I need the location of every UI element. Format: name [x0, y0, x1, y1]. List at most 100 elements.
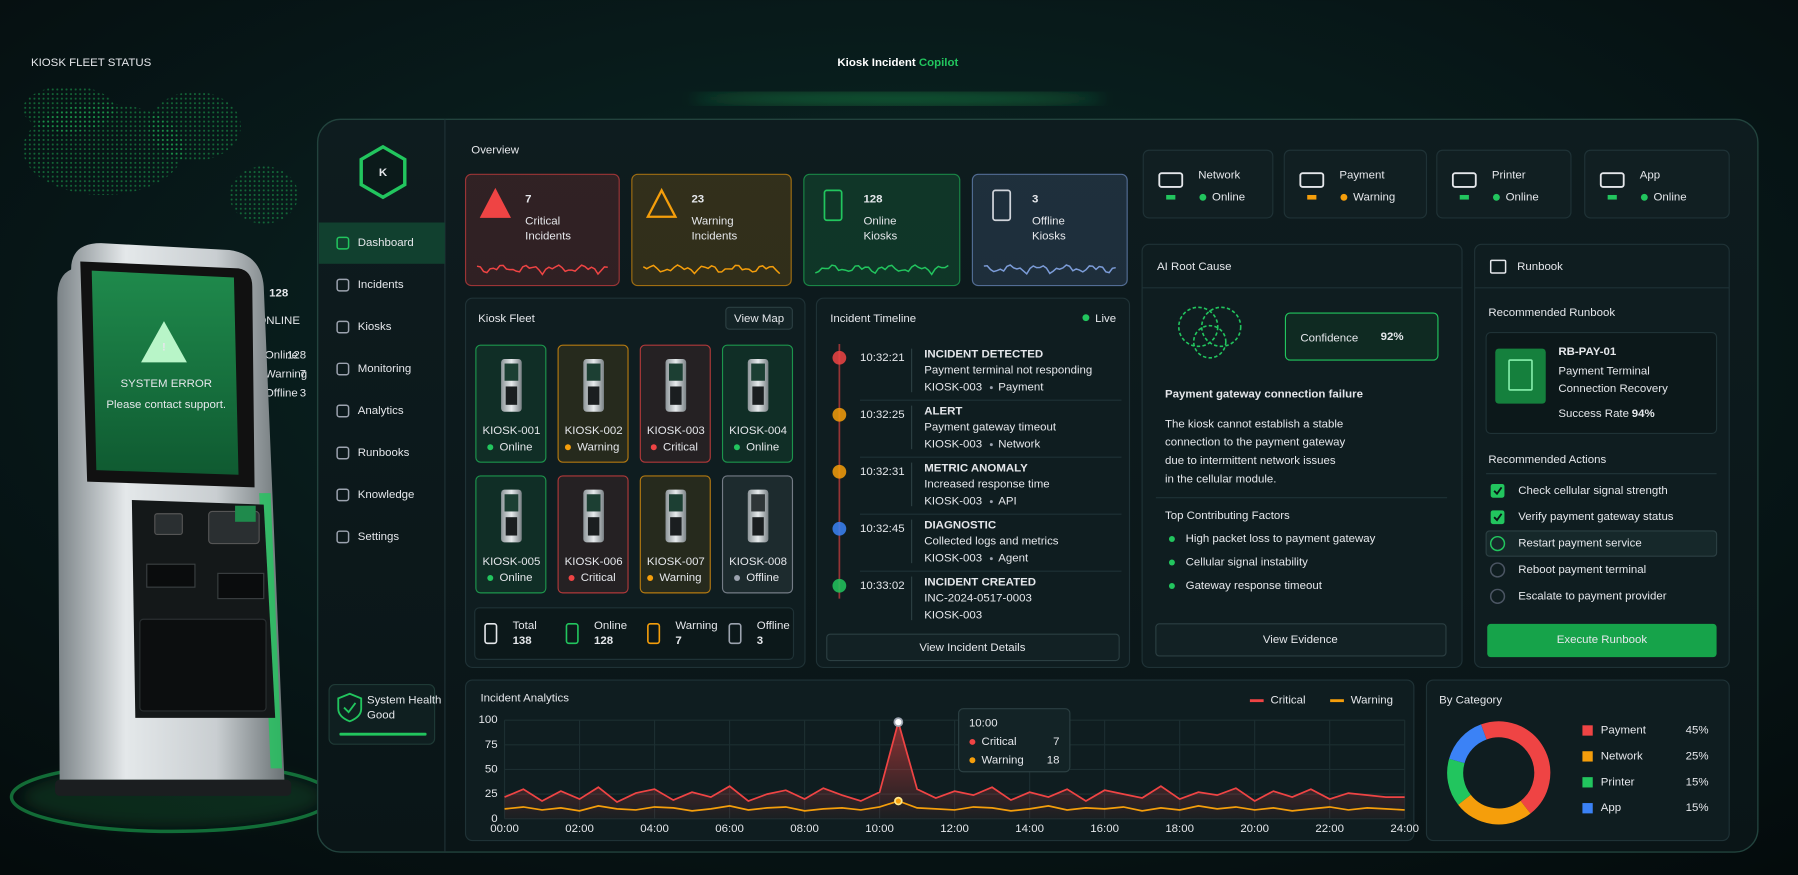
nav-item[interactable]: Incidents [336, 278, 404, 292]
nav-icon [336, 236, 350, 250]
runbook-name: Connection Recovery [1558, 383, 1668, 395]
kiosk-cell[interactable]: KIOSK-004 Online [721, 344, 794, 463]
view-details-button[interactable]: View Incident Details [826, 633, 1120, 662]
legend-label: Network [1601, 750, 1643, 762]
root-cause-body: in the cellular module. [1165, 473, 1276, 485]
mini-kiosk-panel [505, 517, 518, 536]
service-icon [1158, 172, 1184, 188]
screen-title: SYSTEM ERROR [120, 378, 212, 390]
x-tick-label: 22:00 [1315, 823, 1344, 835]
kpi-card-bg [631, 173, 792, 287]
summary-icon [484, 623, 498, 645]
legend-value: 7 [300, 368, 306, 380]
runbook-icon [1489, 259, 1507, 274]
warning-icon [141, 321, 187, 363]
event-time: 10:32:25 [860, 409, 905, 421]
kiosk-status: Online [746, 441, 779, 453]
service-card-bg [1142, 149, 1274, 219]
factor-dot [1168, 583, 1175, 589]
root-cause-title: AI Root Cause [1157, 261, 1231, 273]
tooltip-name: Critical [982, 736, 1017, 748]
nav-item[interactable]: Settings [336, 530, 400, 544]
x-tick-label: 16:00 [1090, 823, 1119, 835]
fleet-panel [464, 297, 806, 668]
action-item[interactable]: Check cellular signal strength [1490, 483, 1668, 498]
nav-item[interactable]: Monitoring [336, 362, 411, 376]
kiosk-cell[interactable]: KIOSK-006 Critical [557, 475, 629, 594]
legend-value: 128 [287, 350, 306, 362]
kpi-icon [645, 187, 678, 218]
service-card[interactable]: Printer Online [1436, 149, 1572, 219]
kiosk-cell[interactable]: KIOSK-007 Warning [639, 475, 711, 594]
nav-label: Settings [358, 531, 400, 543]
factor-dot [1168, 559, 1175, 566]
event-meta: Payment [998, 382, 1044, 394]
title-accent: Copilot [919, 57, 959, 69]
meta-separator [989, 386, 993, 390]
kiosk-id: KIOSK-008 [729, 556, 787, 568]
legend-value: 3 [300, 387, 306, 399]
nav-icon [336, 278, 350, 292]
nav-item[interactable]: Dashboard [318, 222, 445, 264]
service-card[interactable]: Payment Warning [1283, 149, 1428, 219]
world-map-dots [149, 91, 241, 161]
execute-button[interactable]: Execute Runbook [1487, 623, 1717, 658]
cabinet [139, 618, 267, 712]
kiosk-cell[interactable]: KIOSK-008 Offline [721, 475, 794, 594]
nav-item[interactable]: Runbooks [336, 446, 410, 460]
kpi-sparkline [476, 264, 608, 276]
factor-text: Gateway response timeout [1186, 580, 1323, 592]
kiosk-cell[interactable]: KIOSK-002 Warning [557, 344, 629, 463]
legend-label: Warning [1351, 695, 1393, 707]
summary-value: 7 [675, 635, 681, 647]
nav-item[interactable]: Knowledge [336, 488, 414, 502]
tooltip [958, 708, 1071, 773]
summary-label: Total [513, 620, 537, 632]
action-current-bg [1485, 530, 1718, 557]
donut-segment [1481, 721, 1551, 814]
kiosk-cell[interactable]: KIOSK-005 Online [475, 475, 547, 594]
kiosk-status: Critical [581, 572, 616, 584]
kiosk-cell[interactable]: KIOSK-001 Online [475, 344, 547, 463]
event-meta: KIOSK-003 [924, 439, 982, 451]
kiosk-status: Warning [659, 572, 701, 584]
mini-kiosk-panel [505, 386, 518, 405]
x-tick-label: 10:00 [865, 823, 894, 835]
kiosk-base [55, 779, 292, 796]
tooltip-dot [969, 738, 976, 745]
online-count: 128 [269, 288, 289, 300]
mini-kiosk-panel [752, 517, 764, 536]
action-check [1493, 486, 1503, 496]
kiosk-status: Online [499, 572, 532, 584]
highlight-point [893, 717, 904, 728]
printer-slot [217, 572, 265, 600]
nav-item[interactable]: Analytics [336, 404, 404, 418]
nav-item[interactable]: Kiosks [336, 320, 392, 334]
kiosk-status: Offline [746, 572, 779, 584]
service-card[interactable]: Network Online [1142, 149, 1274, 219]
event-meta: API [998, 496, 1016, 508]
kpi-card-bg [803, 173, 961, 287]
success-label: Success Rate [1558, 408, 1629, 420]
health-card [328, 684, 436, 745]
kiosk-cell[interactable]: KIOSK-003 Critical [639, 344, 711, 463]
nav-icon [336, 320, 350, 334]
action-checkbox [1490, 510, 1505, 525]
view-evidence-button[interactable]: View Evidence [1155, 623, 1447, 657]
action-item[interactable]: Verify payment gateway status [1490, 510, 1674, 525]
action-item[interactable]: Reboot payment terminal [1489, 562, 1646, 578]
kiosk-id: KIOSK-002 [565, 425, 623, 437]
brain-icon [1200, 306, 1242, 348]
event-marker [832, 578, 847, 593]
kpi-label: Offline [1032, 215, 1065, 227]
kpi-label: Kiosks [1032, 230, 1066, 242]
action-item[interactable]: Restart payment service [1485, 530, 1718, 557]
action-item[interactable]: Escalate to payment provider [1489, 588, 1667, 604]
service-card[interactable]: App Online [1584, 149, 1730, 219]
kpi-card: 23 Warning Incidents [631, 173, 792, 287]
runbook-id: RB-PAY-01 [1558, 346, 1617, 358]
view-map-button[interactable]: View Map [725, 306, 793, 330]
confidence-label: Confidence [1300, 332, 1358, 344]
fleet-summary [474, 607, 795, 660]
